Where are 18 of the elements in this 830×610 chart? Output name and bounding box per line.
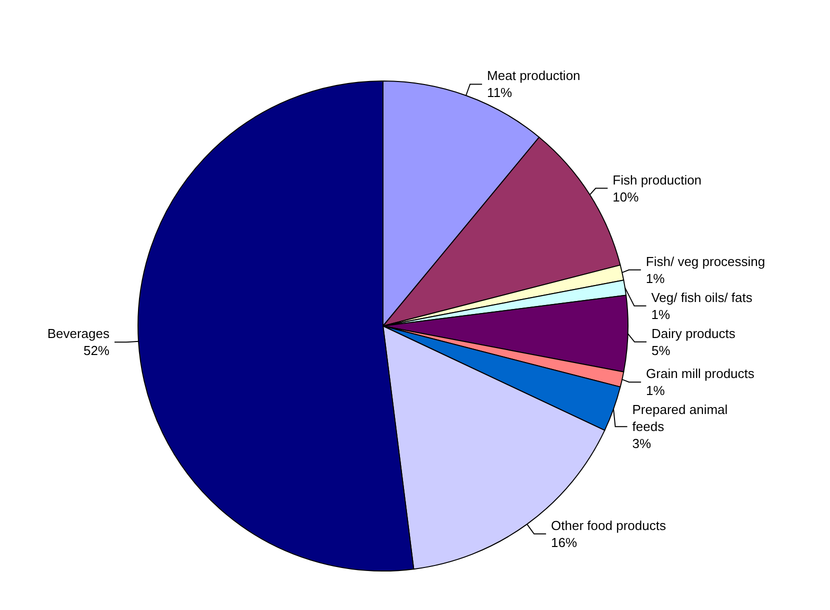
slice-label: Grain mill products [646,366,755,382]
data-label: 1% [646,383,666,398]
slice-label: Prepared animal feeds [632,402,732,434]
data-label: 11% [487,85,513,100]
data-label: 1% [646,270,666,286]
slice-label: Dairy products [652,326,736,341]
data-label: 1% [651,306,670,322]
slice-label: Fish production [612,172,702,188]
data-label: 3% [632,436,652,452]
slice-label: Meat production [487,68,580,84]
slice-label: Other food products [551,518,666,533]
slice-label: Beverages [47,326,110,342]
slice-label: Veg/ fish oils/ fats [651,290,753,305]
data-label: 5% [652,342,671,358]
data-label: 10% [612,189,640,204]
data-label: 52% [83,343,110,358]
slice-label: Fish/ veg processing [646,254,766,269]
data-label: 16% [551,534,578,550]
